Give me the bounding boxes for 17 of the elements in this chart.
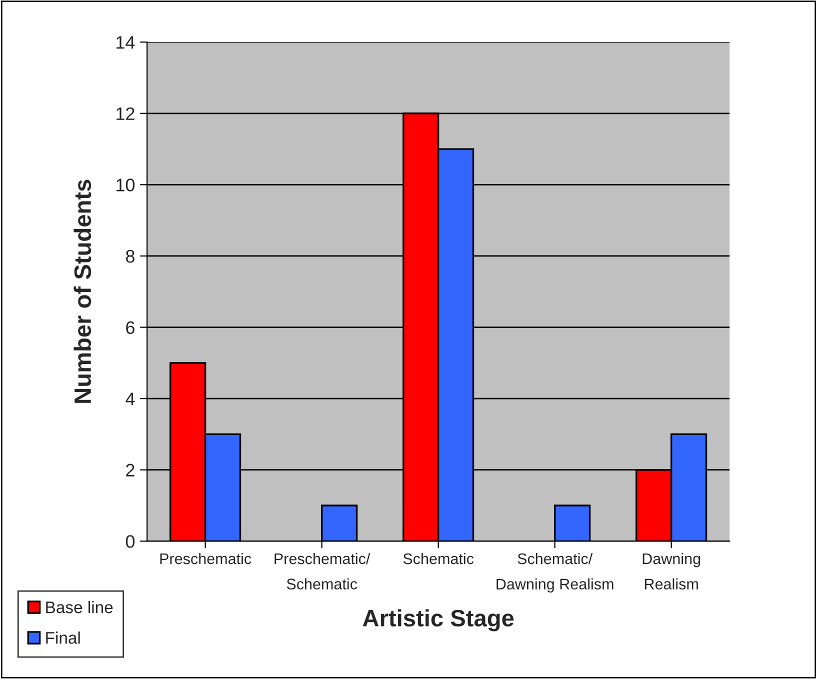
x-tick-label: Schematic/ Dawning Realism xyxy=(496,552,614,593)
x-tick-label: Preschematic xyxy=(160,552,252,564)
x-tick-label: Preschematic/ Schematic xyxy=(274,552,370,590)
y-tick-label: 2 xyxy=(126,464,134,476)
x-tick-label: Dawning Realism xyxy=(642,552,700,590)
x-tick-label: Schematic xyxy=(403,552,474,564)
legend-label: Final xyxy=(46,632,80,644)
y-tick-label: 0 xyxy=(126,535,135,548)
y-tick-label: 12 xyxy=(116,107,134,120)
x-axis-title: Artistic Stage xyxy=(362,609,514,632)
y-tick-label: 4 xyxy=(126,392,135,406)
y-tick-label: 6 xyxy=(126,321,134,334)
legend-label: Base line xyxy=(46,601,113,614)
y-axis-title: Number of Students xyxy=(74,180,92,403)
y-tick-label: 10 xyxy=(116,178,135,192)
y-tick-label: 8 xyxy=(126,250,134,263)
y-tick-label: 14 xyxy=(116,36,135,49)
